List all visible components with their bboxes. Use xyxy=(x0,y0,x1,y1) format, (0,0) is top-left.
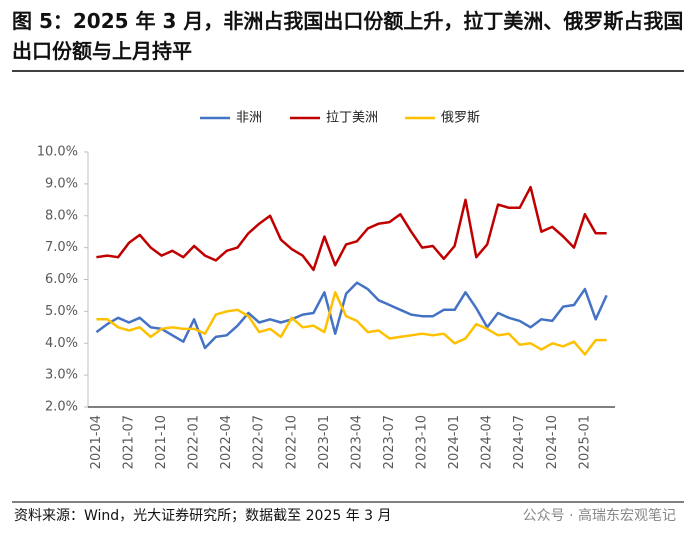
series-line xyxy=(95,281,608,350)
y-tick-label: 2.0% xyxy=(45,400,78,415)
x-tick-label: 2023-01 xyxy=(317,415,332,469)
x-tick-label: 2021-04 xyxy=(89,415,104,469)
x-tick-label: 2024-07 xyxy=(512,415,527,469)
x-tick-label: 2024-04 xyxy=(480,415,495,469)
y-tick-label: 4.0% xyxy=(45,336,78,351)
chart-title: 图 5：2025 年 3 月，非洲占我国出口份额上升，拉丁美洲、俄罗斯占我国出口… xyxy=(12,9,684,63)
y-tick-label: 6.0% xyxy=(45,272,78,287)
x-tick-label: 2022-10 xyxy=(284,415,299,469)
x-tick-label: 2022-04 xyxy=(219,415,234,469)
x-tick-label: 2021-10 xyxy=(154,415,169,469)
series-line xyxy=(96,185,607,272)
y-tick-label: 5.0% xyxy=(45,304,78,319)
legend-label: 俄罗斯 xyxy=(441,111,480,126)
x-tick-label: 2025-01 xyxy=(577,415,592,469)
x-tick-label: 2021-07 xyxy=(121,415,136,469)
y-tick-label: 8.0% xyxy=(45,208,78,223)
x-tick-label: 2022-07 xyxy=(252,415,267,469)
watermark: 公众号 · 高瑞东宏观笔记 xyxy=(523,507,676,524)
x-tick-label: 2024-10 xyxy=(545,415,560,469)
x-tick-label: 2023-04 xyxy=(349,415,364,469)
source: 资料来源：Wind，光大证券研究所；数据截至 2025 年 3 月 xyxy=(14,508,392,524)
x-tick-label: 2023-10 xyxy=(415,415,430,469)
legend-label: 拉丁美洲 xyxy=(326,111,378,126)
y-tick-label: 10.0% xyxy=(37,145,78,160)
x-tick-label: 2022-01 xyxy=(187,415,202,469)
series-line xyxy=(96,291,607,356)
legend-label: 非洲 xyxy=(236,111,262,126)
y-tick-label: 3.0% xyxy=(45,368,78,383)
y-tick-label: 7.0% xyxy=(45,240,78,255)
x-tick-label: 2024-01 xyxy=(447,415,462,469)
x-tick-label: 2023-07 xyxy=(382,415,397,469)
y-tick-label: 9.0% xyxy=(45,176,78,191)
